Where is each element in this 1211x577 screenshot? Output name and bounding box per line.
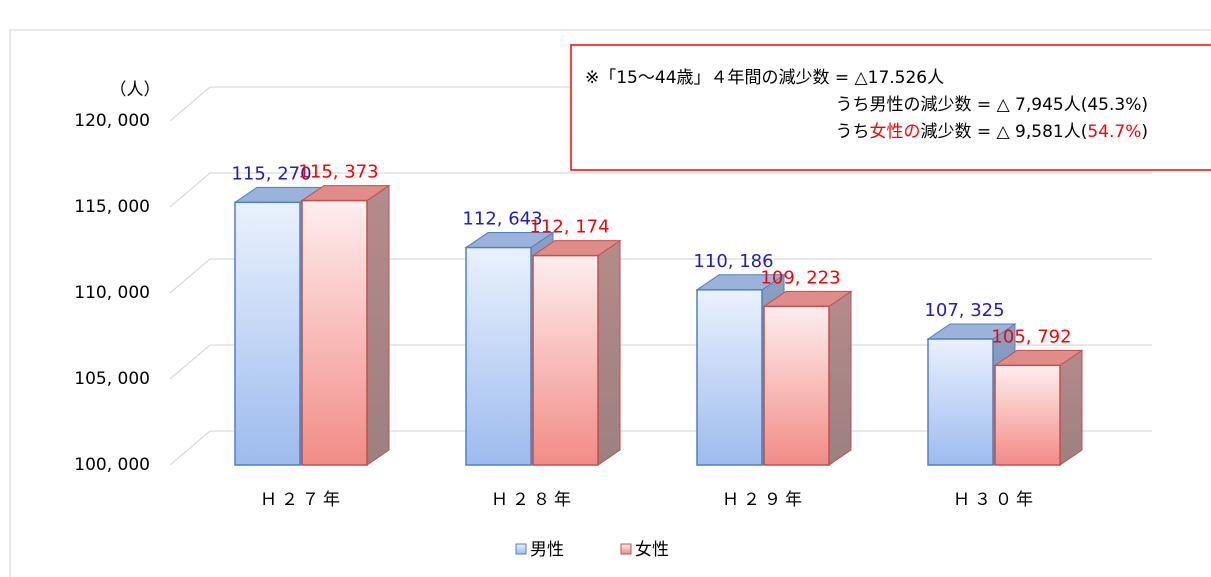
value-label: 112, 174 [529, 217, 609, 238]
annotation-box [570, 44, 1211, 171]
x-tick-label: Ｈ３０年 [953, 490, 1037, 510]
bar [763, 305, 830, 466]
annotation-line: ※「15～44歳」４年間の減少数 = △17.526人 [585, 68, 944, 88]
y-tick-label: 105, 000 [74, 369, 150, 389]
bar-side [828, 290, 852, 466]
x-tick-label: Ｈ２９年 [722, 490, 806, 510]
bar [994, 364, 1061, 466]
value-label: 112, 643 [462, 209, 542, 230]
grid-line [169, 172, 1152, 208]
legend-swatch [620, 543, 632, 555]
value-label: 115, 270 [231, 163, 311, 184]
y-tick-label: 100, 000 [74, 455, 150, 475]
annotation-line: うち男性の減少数 = △ 7,945人(45.3%) [836, 95, 1148, 115]
value-label: 105, 792 [991, 326, 1071, 347]
value-label: 110, 186 [693, 251, 773, 272]
legend-label: 女性 [635, 540, 669, 560]
grid-line [169, 258, 1152, 294]
value-label: 109, 223 [760, 267, 840, 288]
bar [927, 338, 994, 466]
bar-side [597, 239, 621, 466]
bar [532, 254, 599, 466]
bar-side [1059, 349, 1083, 466]
y-axis-label: （人） [110, 80, 161, 100]
bar-side [366, 184, 390, 466]
bar [465, 246, 532, 466]
bar [301, 199, 368, 466]
legend-swatch [515, 543, 527, 555]
y-tick-label: 110, 000 [74, 283, 150, 303]
legend-label: 男性 [530, 540, 564, 560]
value-label: 115, 373 [298, 162, 378, 183]
y-tick-label: 120, 000 [74, 111, 150, 131]
value-label: 107, 325 [924, 300, 1004, 321]
chart-frame [9, 29, 1211, 577]
x-tick-label: Ｈ２８年 [491, 490, 575, 510]
bar [234, 201, 301, 466]
x-tick-label: Ｈ２７年 [260, 490, 344, 510]
y-tick-label: 115, 000 [74, 197, 150, 217]
bar [696, 289, 763, 466]
annotation-line: うち女性の減少数 = △ 9,581人(54.7%) [836, 122, 1149, 142]
